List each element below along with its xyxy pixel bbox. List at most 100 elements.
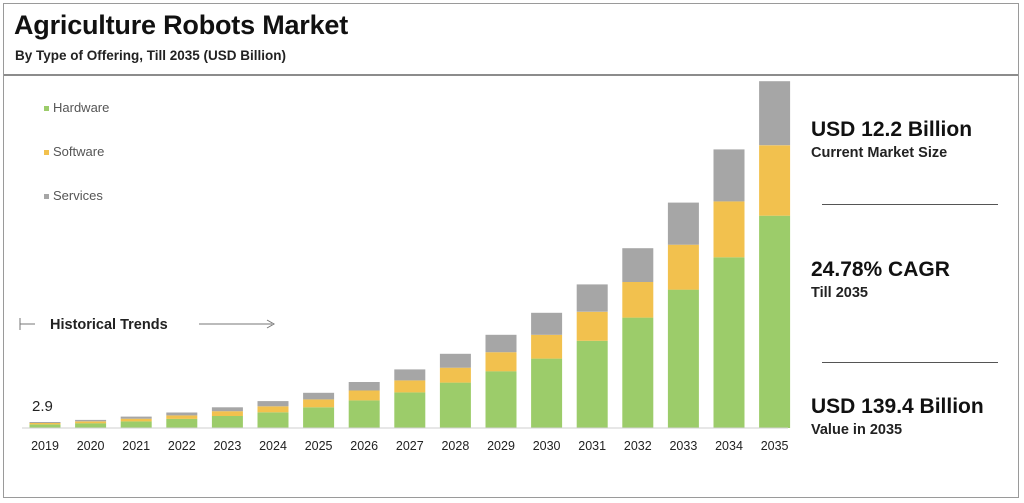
bar-segment-services-2022 — [166, 412, 198, 416]
stat-cagr: 24.78% CAGR Till 2035 — [811, 258, 950, 301]
stat-caption: Value in 2035 — [811, 422, 903, 438]
x-tick-label-2020: 2020 — [77, 439, 105, 453]
x-tick-label-2022: 2022 — [168, 439, 196, 453]
bar-segment-hardware-2034 — [713, 257, 745, 428]
bar-segment-services-2024 — [257, 401, 289, 407]
legend-label-services: Services — [53, 188, 103, 203]
bar-segment-hardware-2035 — [759, 215, 791, 428]
legend: Hardware Software Services — [44, 100, 109, 203]
bar-segment-software-2029 — [485, 352, 517, 372]
x-tick-label-2033: 2033 — [669, 439, 697, 453]
x-tick-label-2019: 2019 — [31, 439, 59, 453]
x-tick-label-2023: 2023 — [213, 439, 241, 453]
bar-segment-software-2020 — [75, 421, 107, 424]
x-tick-label-2035: 2035 — [761, 439, 789, 453]
legend-label-hardware: Hardware — [53, 100, 109, 115]
stat-caption: Till 2035 — [811, 285, 868, 301]
page-subtitle: By Type of Offering, Till 2035 (USD Bill… — [15, 48, 287, 63]
legend-label-software: Software — [53, 144, 104, 159]
stat-current-market-size: USD 12.2 Billion Current Market Size — [811, 118, 972, 161]
bar-segment-software-2031 — [576, 311, 608, 341]
bar-segment-software-2024 — [257, 406, 289, 413]
bar-segment-services-2032 — [622, 248, 654, 282]
bar-segment-hardware-2033 — [667, 289, 699, 428]
bars-group — [29, 81, 791, 428]
x-tick-label-2025: 2025 — [305, 439, 333, 453]
bar-segment-hardware-2028 — [439, 382, 471, 428]
bar-segment-services-2031 — [576, 284, 608, 312]
bar-segment-software-2025 — [303, 399, 335, 408]
bar-segment-hardware-2023 — [211, 416, 243, 428]
legend-swatch-services — [44, 194, 49, 199]
bar-segment-software-2034 — [713, 201, 745, 258]
bar-segment-services-2021 — [120, 416, 152, 419]
bar-segment-services-2029 — [485, 334, 517, 353]
historical-trends-label: Historical Trends — [50, 317, 168, 333]
stat-value: 24.78% CAGR — [811, 258, 950, 281]
legend-swatch-hardware — [44, 106, 49, 111]
bar-segment-hardware-2024 — [257, 412, 289, 428]
legend-item-software: Software — [44, 144, 104, 159]
legend-swatch-software — [44, 150, 49, 155]
bar-segment-services-2033 — [667, 202, 699, 245]
bar-segment-software-2035 — [759, 145, 791, 216]
bar-segment-hardware-2032 — [622, 317, 654, 428]
legend-item-hardware: Hardware — [44, 100, 109, 115]
bar-segment-software-2022 — [166, 415, 198, 419]
historical-trends-arrowhead — [266, 319, 276, 329]
bar-segment-software-2026 — [348, 390, 380, 401]
bar-segment-software-2032 — [622, 282, 654, 318]
bar-segment-hardware-2020 — [75, 423, 107, 428]
bar-segment-software-2033 — [667, 244, 699, 290]
bar-segment-software-2028 — [439, 367, 471, 383]
bar-segment-hardware-2021 — [120, 421, 152, 428]
x-tick-label-2026: 2026 — [350, 439, 378, 453]
bar-segment-software-2027 — [394, 380, 426, 393]
header: Agriculture Robots Market By Type of Off… — [4, 4, 1018, 74]
stat-value: USD 139.4 Billion — [811, 395, 984, 418]
bar-segment-services-2027 — [394, 369, 426, 381]
x-tick-label-2034: 2034 — [715, 439, 743, 453]
bar-segment-hardware-2029 — [485, 371, 517, 428]
bar-segment-services-2035 — [759, 81, 791, 146]
bar-segment-services-2026 — [348, 382, 380, 391]
first-value-label: 2.9 — [32, 398, 53, 415]
x-tick-label-2029: 2029 — [487, 439, 515, 453]
bar-segment-services-2034 — [713, 149, 745, 202]
bar-segment-hardware-2027 — [394, 392, 426, 428]
stat-value: USD 12.2 Billion — [811, 118, 973, 141]
legend-item-services: Services — [44, 188, 103, 203]
x-tick-label-2021: 2021 — [122, 439, 150, 453]
bar-segment-software-2023 — [211, 411, 243, 416]
bar-segment-services-2028 — [439, 353, 471, 368]
bar-segment-services-2030 — [531, 312, 563, 335]
bar-segment-hardware-2031 — [576, 340, 608, 428]
bar-segment-software-2030 — [531, 334, 563, 359]
x-tick-label-2032: 2032 — [624, 439, 652, 453]
x-tick-label-2027: 2027 — [396, 439, 424, 453]
x-tick-label-2024: 2024 — [259, 439, 287, 453]
bar-segment-services-2020 — [75, 419, 107, 422]
x-tick-label-2030: 2030 — [533, 439, 561, 453]
stat-divider — [822, 204, 998, 205]
page-title: Agriculture Robots Market — [14, 10, 349, 40]
bar-segment-hardware-2022 — [166, 418, 198, 428]
stat-caption: Current Market Size — [811, 145, 948, 161]
bar-segment-services-2019 — [29, 422, 61, 423]
bar-segment-hardware-2025 — [303, 407, 335, 428]
x-tick-label-2028: 2028 — [441, 439, 469, 453]
bar-segment-hardware-2019 — [29, 424, 61, 428]
x-axis-ticks: 2019 2020 2021 2022 2023 2024 2025 2026 2027 2028… — [31, 439, 788, 453]
bar-segment-hardware-2026 — [348, 400, 380, 428]
bar-segment-services-2025 — [303, 392, 335, 400]
stat-value-2035: USD 139.4 Billion Value in 2035 — [811, 395, 984, 438]
historical-trends-annotation: Historical Trends — [19, 317, 276, 333]
bar-segment-services-2023 — [211, 407, 243, 412]
bar-segment-software-2019 — [29, 423, 61, 425]
stat-divider — [822, 362, 998, 363]
bar-segment-hardware-2030 — [531, 358, 563, 428]
header-divider — [4, 74, 1018, 76]
bar-segment-software-2021 — [120, 418, 152, 422]
x-tick-label-2031: 2031 — [578, 439, 606, 453]
